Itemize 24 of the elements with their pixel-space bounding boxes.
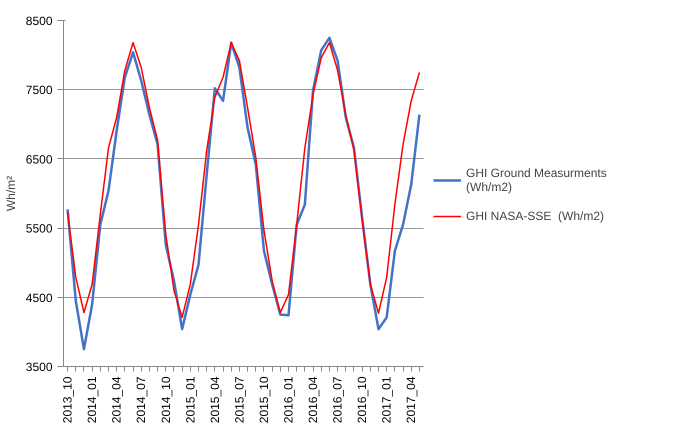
x-tick-label: 2014_07: [134, 376, 148, 424]
x-tick-label: 2017_01: [380, 376, 394, 424]
y-tick-label: 5500: [26, 222, 53, 236]
x-tick-label: 2014_10: [158, 376, 173, 424]
y-tick-label: 4500: [26, 290, 53, 305]
x-tick-label: 2016_07: [330, 376, 345, 424]
x-tick-label: 2014_04: [110, 376, 124, 424]
x-tick-label: 2015_01: [183, 376, 198, 424]
x-tick-label: 2015_10: [256, 376, 271, 424]
x-tick-label: 2014_01: [85, 376, 100, 424]
legend-label: GHI Ground Measurments (Wh/m2): [466, 166, 607, 194]
x-tick-label: 2016_04: [306, 376, 320, 424]
y-tick-label: 7500: [26, 83, 53, 98]
legend-label: GHI NASA-SSE (Wh/m2): [466, 209, 604, 223]
x-tick-label: 2016_10: [355, 376, 370, 424]
x-tick-label: 2015_07: [232, 376, 246, 424]
x-tick-label: 2015_04: [208, 376, 222, 424]
y-tick-label: 8500: [26, 14, 53, 28]
y-tick-label: 6500: [26, 152, 53, 166]
x-tick-label: 2016_01: [282, 376, 296, 424]
x-tick-label: 2013_10: [60, 376, 75, 424]
y-tick-label: 3500: [26, 360, 53, 374]
y-axis-title: Wh/m²: [4, 176, 18, 212]
x-tick-label: 2017_04: [404, 376, 418, 424]
